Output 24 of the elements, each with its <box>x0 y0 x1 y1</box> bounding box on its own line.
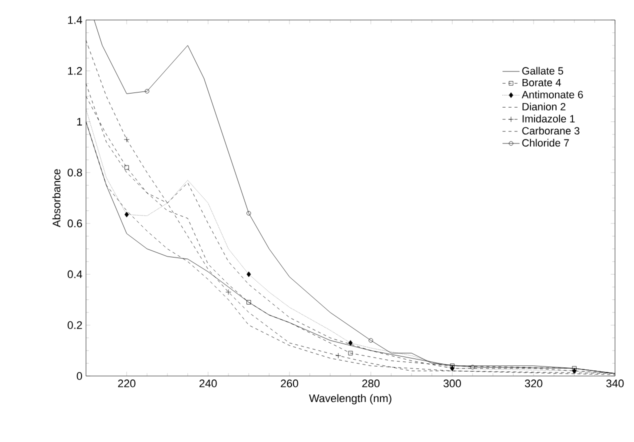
legend-label: Carborane 3 <box>522 126 580 135</box>
y-axis-title: Absorbance <box>52 169 60 228</box>
y-tick-label: 0 <box>76 372 82 380</box>
x-tick-label: 300 <box>444 380 461 388</box>
y-tick-label: 0.6 <box>68 220 82 228</box>
legend-label: Gallate 5 <box>522 66 564 75</box>
legend-label: Borate 4 <box>522 78 561 86</box>
y-tick-label: 1.2 <box>68 67 82 75</box>
x-axis-title: Wavelength (nm) <box>309 394 392 404</box>
x-tick-label: 320 <box>524 380 542 388</box>
legend-label: Chloride 7 <box>522 138 569 147</box>
y-tick-label: 0.8 <box>68 168 82 176</box>
x-tick-label: 240 <box>199 380 217 388</box>
y-tick-label: 0.2 <box>68 321 82 330</box>
legend-label: Antimonate 6 <box>522 90 583 98</box>
x-tick-label: 220 <box>118 380 136 388</box>
x-tick-label: 280 <box>362 380 380 388</box>
x-tick-label: 260 <box>280 380 298 388</box>
legend-label: Imidazole 1 <box>522 114 575 122</box>
y-tick-label: 0.4 <box>68 270 82 278</box>
y-tick-label: 1 <box>77 118 82 126</box>
y-tick-label: 1.4 <box>68 16 82 24</box>
legend-label: Dianion 2 <box>522 102 566 110</box>
x-tick-label: 340 <box>606 380 624 388</box>
